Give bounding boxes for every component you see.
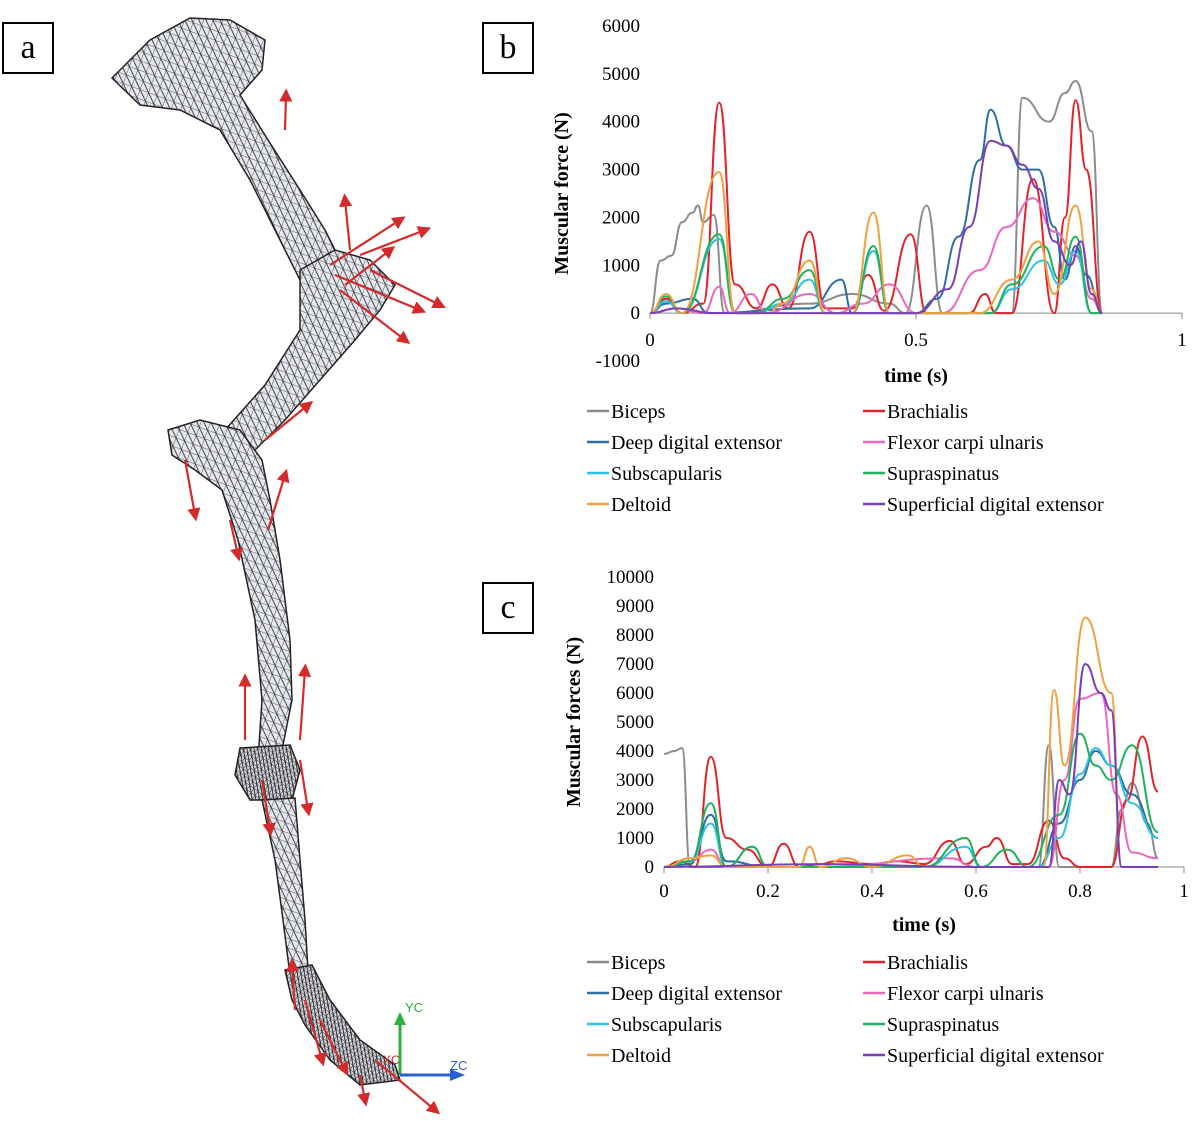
legend-label: Flexor carpi ulnaris <box>887 983 1044 1005</box>
series-line-deep-digital-extensor <box>663 749 1159 868</box>
series-line-superficial-digital-extensor <box>663 662 1158 868</box>
x-axis-label: time (s) <box>892 914 956 936</box>
series-line-brachialis <box>663 735 1159 869</box>
series-line-flexor-carpi-ulnaris <box>649 197 1103 315</box>
limb-mesh-model: YC ZC XC <box>110 17 467 1115</box>
chart-b: 0 0.5 1-10000100020003000400050006000time … <box>551 16 1187 516</box>
legend-label: Supraspinatus <box>887 463 999 485</box>
legend-label: Brachialis <box>887 952 968 974</box>
x-tick-label: 1 <box>1179 881 1189 902</box>
series-line-supraspinatus <box>663 732 1159 869</box>
legend-label: Brachialis <box>887 401 968 423</box>
y-tick-label: 2000 <box>602 207 640 228</box>
y-tick-label: 5000 <box>616 712 654 733</box>
y-tick-label: 0 <box>645 857 655 878</box>
y-tick-label: 7000 <box>616 654 654 675</box>
y-tick-label: 2000 <box>616 799 654 820</box>
x-tick-label: 1 <box>1177 330 1187 351</box>
x-tick-label: 0 <box>645 330 655 351</box>
scapula-bone <box>110 17 342 282</box>
legend-label: Deltoid <box>611 1045 671 1067</box>
series-line-subscapularis <box>663 747 1159 869</box>
y-tick-label: 3000 <box>616 770 654 791</box>
legend-label: Supraspinatus <box>887 1014 999 1036</box>
series-line-supraspinatus <box>649 233 1103 315</box>
panel-label-c: c <box>482 582 534 634</box>
legend-label: Subscapularis <box>611 1014 722 1036</box>
y-tick-label: 4000 <box>602 112 640 133</box>
y-tick-label: 10000 <box>607 567 655 588</box>
y-tick-label: 1000 <box>602 255 640 276</box>
y-tick-label: 8000 <box>616 625 654 646</box>
x-tick-label: 0.2 <box>756 881 780 902</box>
series-line-biceps <box>663 744 1159 868</box>
legend-label: Deep digital extensor <box>611 432 782 454</box>
legend-label: Subscapularis <box>611 463 722 485</box>
y-tick-label: 9000 <box>616 596 654 617</box>
humerus-bone <box>203 249 396 471</box>
legend-label: Superficial digital extensor <box>887 1045 1104 1067</box>
series-line-brachialis <box>649 99 1104 315</box>
x-tick-label: 0.6 <box>964 881 988 902</box>
axis-label-y: YC <box>405 1000 423 1015</box>
axis-label-x: XC <box>383 1053 400 1067</box>
y-tick-label: 0 <box>631 303 641 324</box>
x-axis-label: time (s) <box>884 365 948 387</box>
coordinate-triad: YC ZC XC <box>383 1000 467 1081</box>
x-tick-label: 0.4 <box>860 881 884 902</box>
legend-label: Flexor carpi ulnaris <box>887 432 1044 454</box>
panel-label-b: b <box>482 22 534 74</box>
y-tick-label: 5000 <box>602 64 640 85</box>
x-tick-label: 0.8 <box>1068 881 1092 902</box>
chart-c: 0 0.2 0.4 0.6 0.8 1 0 1000 2000 3000 4000 5000 6000 7… <box>563 567 1189 1067</box>
y-tick-label: 6000 <box>602 16 640 37</box>
x-tick-label: 0.5 <box>904 330 928 351</box>
carpus-bone <box>234 744 301 801</box>
legend-label: Biceps <box>611 952 666 974</box>
legend-label: Deltoid <box>611 494 671 516</box>
y-tick-label: -1000 <box>596 351 640 372</box>
legend-label: Deep digital extensor <box>611 983 782 1005</box>
series-line-flexor-carpi-ulnaris <box>663 691 1159 868</box>
y-axis-label: Muscular forces (N) <box>563 637 585 807</box>
panel-label-a: a <box>2 22 54 74</box>
series-line-deep-digital-extensor <box>649 108 1103 315</box>
series-line-biceps <box>649 79 1104 315</box>
force-arrows <box>183 88 446 1115</box>
series-line-deltoid <box>663 616 1158 869</box>
series-line-superficial-digital-extensor <box>649 139 1103 315</box>
x-tick-label: 0 <box>659 881 669 902</box>
series-line-deltoid <box>649 170 1103 315</box>
legend-label: Superficial digital extensor <box>887 494 1104 516</box>
y-tick-label: 3000 <box>602 160 640 181</box>
y-tick-label: 1000 <box>616 828 654 849</box>
legend-label: Biceps <box>611 401 666 423</box>
axis-label-z: ZC <box>450 1058 467 1073</box>
y-axis-label: Muscular force (N) <box>551 112 573 275</box>
y-tick-label: 6000 <box>616 683 654 704</box>
y-tick-label: 4000 <box>616 741 654 762</box>
